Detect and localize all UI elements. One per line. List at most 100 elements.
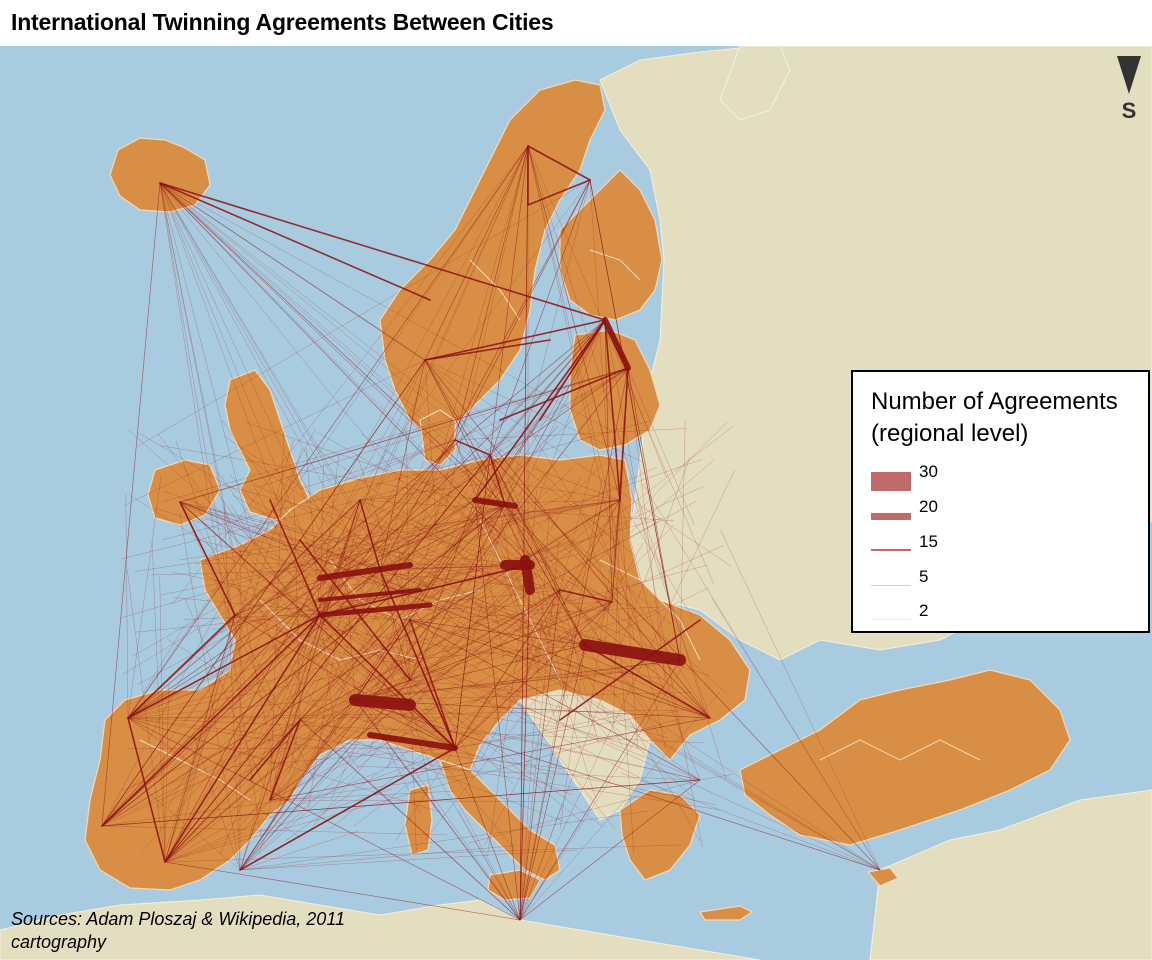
twinning-link [239, 679, 411, 871]
twinning-link [319, 614, 456, 749]
twinning-link [269, 499, 361, 801]
twinning-link [402, 601, 613, 664]
twinning-link [604, 319, 621, 501]
twinning-link [164, 527, 504, 863]
twinning-link [184, 179, 591, 723]
twinning-link [619, 499, 683, 738]
twinning-link [527, 179, 591, 206]
twinning-link [226, 499, 621, 735]
twinning-link [127, 145, 529, 719]
twinning-link [234, 614, 456, 749]
twinning-link [217, 471, 321, 616]
twinning-link [349, 694, 416, 711]
twinning-link [156, 719, 301, 810]
twinning-link [221, 420, 456, 749]
twinning-link [519, 779, 701, 921]
twinning-link [443, 145, 529, 519]
twinning-link [642, 483, 881, 871]
twinning-link [234, 614, 662, 679]
twinning-link [602, 317, 631, 371]
twinning-link [127, 717, 441, 813]
twinning-link [172, 145, 529, 605]
twinning-link [317, 602, 433, 618]
twinning-link [155, 508, 586, 646]
twinning-link [489, 319, 606, 456]
twinning-link [230, 571, 881, 871]
twinning-link [527, 145, 727, 779]
twinning-link [101, 825, 448, 836]
twinning-link [387, 319, 606, 768]
twinning-link [127, 614, 236, 719]
twinning-link [299, 611, 563, 721]
twinning-link [619, 499, 639, 750]
twinning-link [127, 671, 629, 719]
twinning-link [127, 717, 166, 863]
twinning-link [454, 589, 561, 749]
twinning-link [162, 454, 491, 541]
twinning-link [101, 182, 161, 827]
twinning-link [164, 454, 491, 863]
twinning-link [519, 479, 603, 921]
twinning-link [354, 619, 411, 701]
legend: Number of Agreements (regional level) 30… [851, 370, 1150, 633]
twinning-link [158, 614, 321, 782]
twinning-link [179, 501, 358, 769]
twinning-link [627, 367, 666, 680]
twinning-link [529, 554, 580, 566]
twinning-link [519, 691, 721, 921]
legend-item-30: 30 [871, 462, 1131, 492]
twinning-link [354, 699, 881, 871]
triangle-down-icon [1117, 56, 1141, 94]
twinning-link [135, 499, 621, 572]
twinning-link [299, 719, 342, 746]
legend-title-line2: (regional level) [871, 420, 1029, 447]
twinning-link [175, 614, 236, 857]
twinning-link [319, 455, 339, 616]
twinning-link [179, 513, 241, 871]
twinning-link [239, 747, 456, 871]
twinning-link [487, 479, 621, 501]
twinning-link [584, 542, 644, 646]
twinning-link [411, 523, 711, 719]
twinning-link [519, 644, 586, 921]
twinning-link [319, 614, 421, 815]
twinning-link [394, 564, 531, 644]
twinning-link [179, 501, 543, 705]
twinning-link [489, 145, 529, 456]
twinning-link [159, 576, 166, 863]
twinning-link [516, 499, 621, 665]
twinning-link [159, 182, 253, 540]
twinning-link [299, 719, 521, 921]
twinning-link [159, 182, 606, 321]
twinning-link [354, 659, 681, 701]
twinning-link [299, 467, 574, 721]
twinning-link [280, 504, 506, 820]
twinning-link [481, 499, 621, 760]
legend-label: 20 [919, 497, 938, 516]
twinning-link [318, 588, 422, 602]
twinning-link [331, 590, 521, 921]
twinning-link [164, 861, 521, 921]
twinning-link [499, 367, 629, 421]
twinning-link [519, 470, 735, 921]
twinning-link [529, 489, 537, 566]
twinning-link [126, 569, 166, 863]
twinning-link [348, 319, 606, 626]
legend-item-5: 5 [871, 567, 1131, 597]
twinning-link [101, 429, 316, 827]
twinning-link [124, 359, 426, 506]
twinning-link [127, 709, 696, 719]
twinning-link [361, 747, 456, 784]
twinning-link [131, 504, 506, 788]
twinning-link [317, 562, 413, 581]
twinning-link [474, 499, 558, 657]
twinning-link [127, 319, 606, 719]
twinning-link [604, 319, 703, 847]
twinning-link [234, 595, 399, 616]
twinning-link [211, 454, 491, 639]
twinning-link [466, 589, 561, 779]
twinning-link [319, 464, 324, 616]
twinning-link [127, 673, 350, 719]
twinning-link [216, 499, 361, 671]
twinning-link [127, 474, 162, 719]
